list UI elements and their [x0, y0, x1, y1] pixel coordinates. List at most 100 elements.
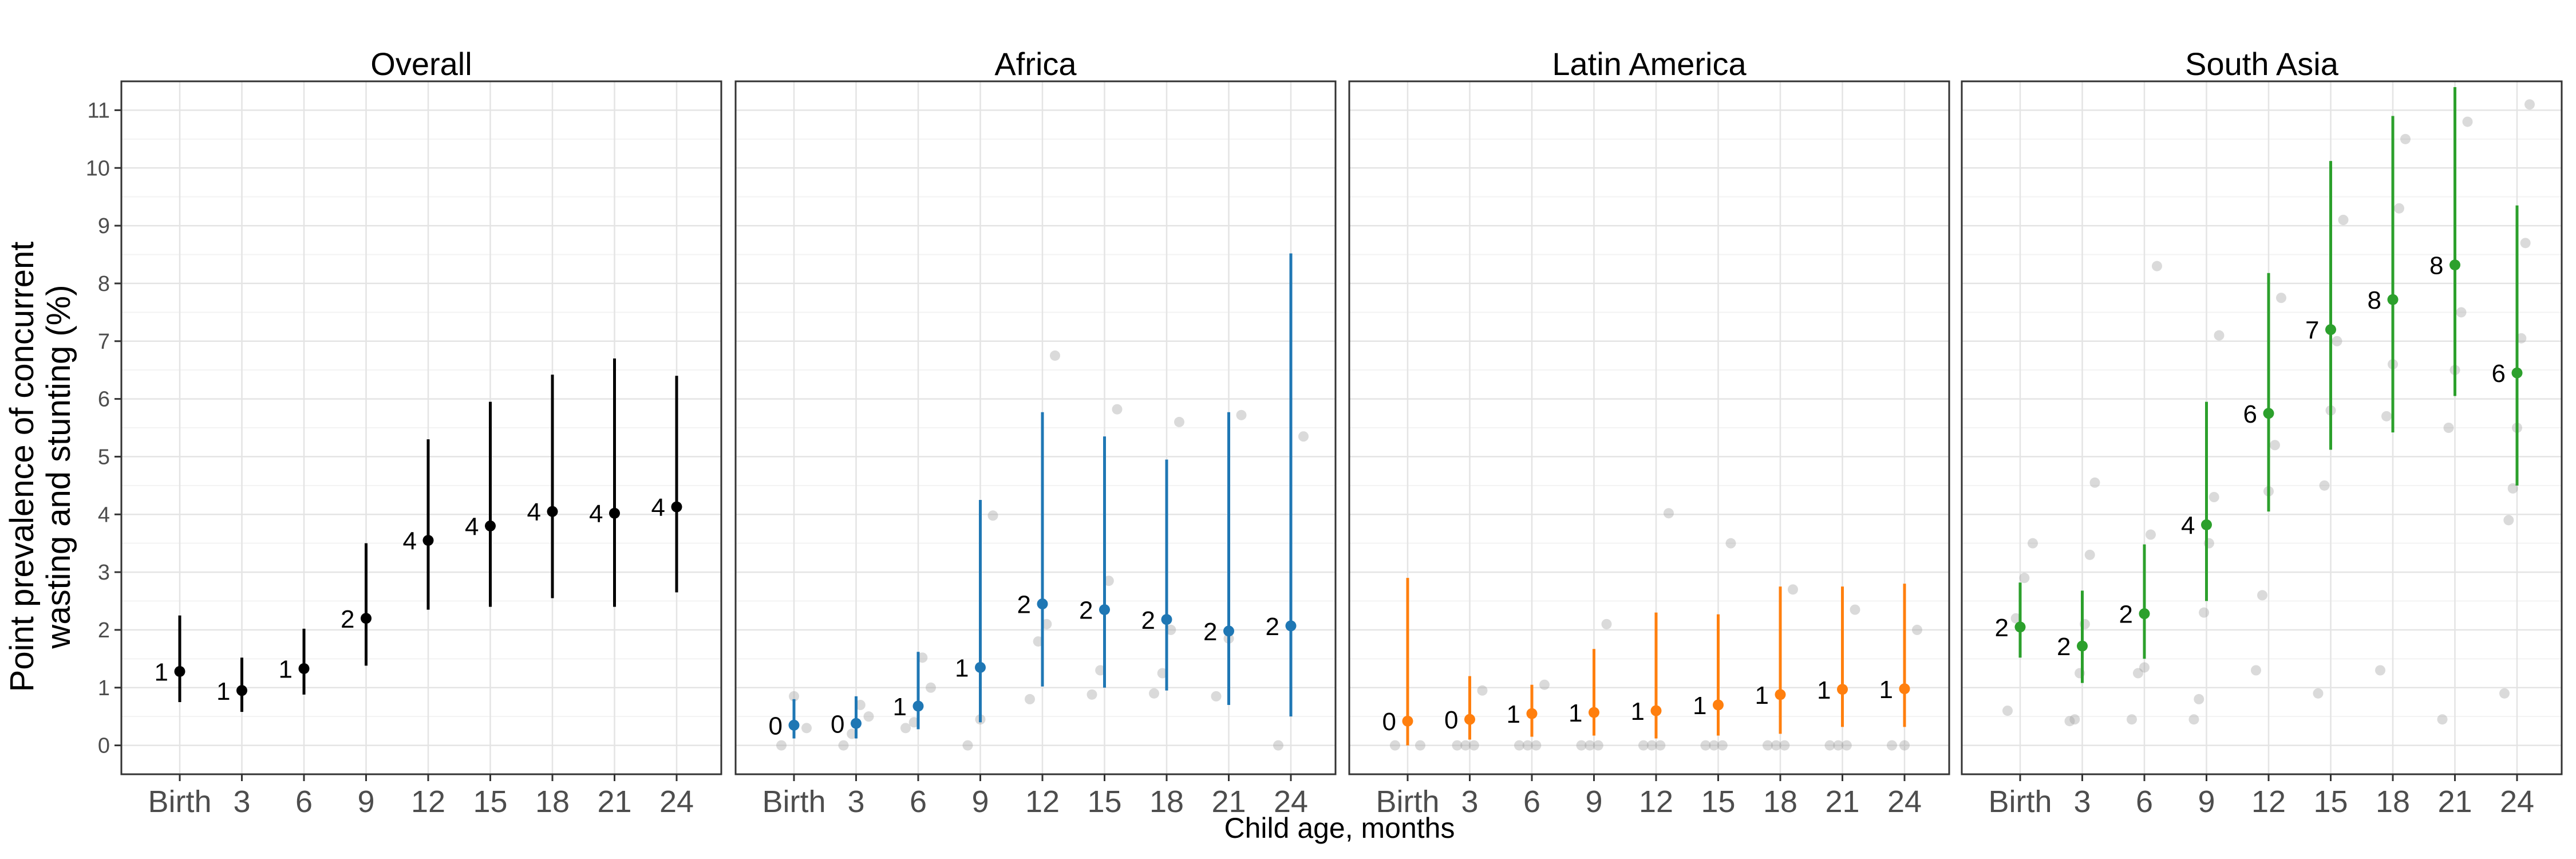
x-tick-label: 12: [2251, 785, 2286, 819]
cohort-point: [2069, 714, 2080, 725]
x-tick-label: 9: [2198, 785, 2215, 819]
panel-border: [1348, 80, 1950, 775]
x-tick-label: 21: [2437, 785, 2472, 819]
data-label: 4: [403, 527, 417, 555]
x-tick-label: 3: [847, 785, 864, 819]
x-tick-label: 12: [411, 785, 445, 819]
data-label: 1: [1817, 676, 1831, 704]
cohort-point: [1771, 740, 1781, 751]
x-tick-label: 9: [971, 785, 989, 819]
cohort-point: [863, 711, 874, 722]
cohort-point: [917, 652, 928, 663]
cohort-point: [2332, 336, 2342, 346]
x-tick-label: Birth: [1988, 785, 2052, 819]
x-tick-label: Birth: [1376, 785, 1439, 819]
y-tick-label: 9: [98, 214, 110, 238]
cohort-point: [1850, 604, 1860, 615]
cohort-point: [1539, 679, 1550, 690]
estimate-point: [1099, 604, 1110, 616]
data-label: 4: [589, 500, 603, 528]
cohort-point: [1298, 431, 1309, 442]
data-label: 1: [1879, 676, 1893, 704]
cohort-point: [1174, 416, 1184, 427]
cohort-point: [2270, 440, 2280, 451]
cohort-point: [1112, 404, 1123, 415]
estimate-point: [1713, 699, 1724, 711]
estimate-point: [1161, 614, 1172, 625]
x-tick-label: 9: [357, 785, 374, 819]
data-label: 0: [769, 712, 783, 740]
cohort-point: [926, 682, 936, 693]
y-tick-label: 7: [98, 330, 110, 354]
x-axis-label: Child age, months: [1224, 812, 1455, 844]
data-label: 4: [2181, 511, 2195, 539]
cohort-point: [1149, 688, 1159, 699]
cohort-point: [1025, 693, 1035, 704]
data-label: 1: [1507, 700, 1520, 728]
data-label: 2: [1995, 614, 2009, 642]
estimate-point: [1223, 625, 1234, 637]
cohort-point: [2188, 714, 2199, 725]
cohort-point: [1833, 740, 1844, 751]
data-label: 2: [1203, 618, 1217, 646]
cohort-point: [2084, 549, 2095, 560]
cohort-point: [1165, 624, 1176, 635]
estimate-point: [671, 501, 682, 513]
cohort-point: [1887, 740, 1897, 751]
x-tick-label: 18: [2376, 785, 2410, 819]
x-tick-label: 21: [597, 785, 631, 819]
cohort-point: [1576, 740, 1587, 751]
cohort-point: [1700, 740, 1711, 751]
cohort-point: [1095, 665, 1106, 676]
cohort-point: [1468, 740, 1479, 751]
x-tick-label: 24: [659, 785, 694, 819]
cohort-point: [2400, 133, 2411, 144]
y-tick-label: 1: [98, 676, 110, 700]
cohort-point: [2028, 538, 2038, 549]
x-tick-label: 6: [295, 785, 313, 819]
estimate-point: [236, 685, 247, 696]
data-label: 0: [831, 710, 844, 738]
x-tick-label: 18: [535, 785, 570, 819]
data-label: 2: [1017, 591, 1031, 619]
estimate-point: [547, 506, 558, 517]
y-tick-label: 11: [88, 98, 110, 123]
estimate-point: [1589, 707, 1599, 718]
cohort-point: [1717, 740, 1728, 751]
cohort-point: [2381, 411, 2392, 421]
data-label: 6: [2243, 400, 2257, 428]
panel-2: 0 0 1 1 1 1 1 1 1 Latin America Birth 3 6 9 12 15 18 21 24: [1348, 46, 1950, 819]
x-tick-label: 24: [1274, 785, 1308, 819]
panel-title: Overall: [370, 46, 472, 82]
cohort-point: [2462, 116, 2473, 127]
cohort-point: [900, 723, 911, 734]
cohort-point: [2338, 215, 2349, 225]
cohort-point: [2443, 423, 2454, 433]
cohort-point: [2394, 203, 2404, 214]
cohort-point: [1514, 740, 1524, 751]
estimate-point: [1037, 598, 1048, 610]
estimate-point: [174, 666, 185, 677]
cohort-point: [1763, 740, 1773, 751]
x-tick-label: 3: [1461, 785, 1478, 819]
data-label: 1: [216, 677, 230, 706]
cohort-point: [1779, 740, 1790, 751]
cohort-point: [1531, 740, 1542, 751]
x-tick-label: 18: [1149, 785, 1184, 819]
data-label: 2: [1266, 613, 1279, 641]
panel-title: South Asia: [2185, 46, 2339, 82]
data-label: 1: [1755, 681, 1769, 710]
data-label: 7: [2305, 317, 2319, 345]
data-label: 2: [1141, 606, 1155, 635]
data-label: 1: [1631, 698, 1645, 726]
cohort-point: [838, 740, 849, 751]
x-tick-label: 3: [2073, 785, 2091, 819]
cohort-point: [1041, 618, 1052, 629]
x-tick-label: 15: [473, 785, 507, 819]
cohort-point: [1638, 740, 1649, 751]
data-label: 1: [1568, 699, 1582, 727]
data-label: 2: [341, 605, 354, 633]
